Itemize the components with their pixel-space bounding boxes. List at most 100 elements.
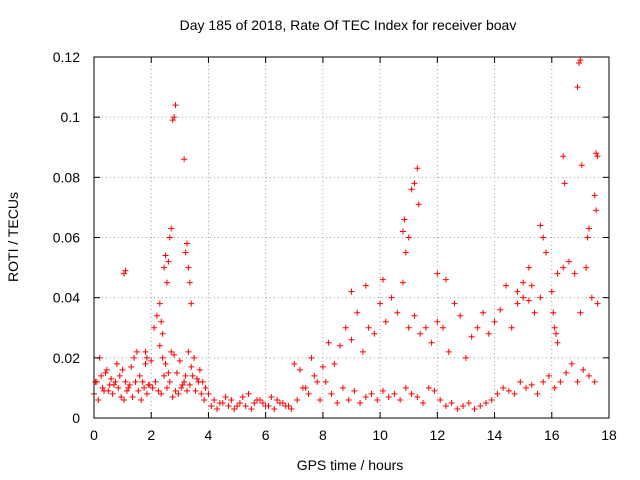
data-point xyxy=(531,309,538,316)
data-point xyxy=(575,60,582,67)
data-point xyxy=(445,348,452,355)
data-point xyxy=(291,360,298,367)
data-point xyxy=(189,372,196,379)
data-point xyxy=(317,396,324,403)
data-point xyxy=(503,282,509,289)
data-point xyxy=(231,405,238,412)
data-point xyxy=(163,384,170,391)
data-point xyxy=(584,234,591,241)
data-point xyxy=(471,405,478,412)
data-point xyxy=(568,360,575,367)
data-point xyxy=(123,387,130,394)
data-point xyxy=(179,381,186,388)
data-point xyxy=(402,249,409,256)
data-point xyxy=(565,258,572,265)
data-point xyxy=(159,354,166,361)
data-point xyxy=(119,366,126,373)
data-point xyxy=(146,381,153,388)
data-point xyxy=(322,378,329,385)
data-point xyxy=(158,318,165,325)
data-point xyxy=(497,306,504,313)
data-point xyxy=(121,270,128,277)
data-point xyxy=(442,402,449,409)
data-points xyxy=(91,57,601,412)
data-point xyxy=(95,396,102,403)
data-point xyxy=(391,390,398,397)
data-point xyxy=(431,387,438,394)
data-point xyxy=(525,297,532,304)
data-point xyxy=(405,234,412,241)
data-point xyxy=(325,339,332,346)
data-point xyxy=(525,264,532,271)
data-point xyxy=(133,348,140,355)
data-point xyxy=(186,279,193,286)
data-point xyxy=(365,324,372,331)
data-point xyxy=(465,399,472,406)
data-point xyxy=(537,222,544,229)
data-point xyxy=(171,114,178,121)
axis-ticks xyxy=(93,56,610,419)
data-point xyxy=(162,252,169,259)
data-point xyxy=(228,396,235,403)
data-point xyxy=(411,312,418,319)
data-point xyxy=(102,369,109,376)
data-point xyxy=(254,396,261,403)
data-point xyxy=(151,324,158,331)
data-point xyxy=(508,324,515,331)
data-point xyxy=(214,405,221,412)
data-point xyxy=(178,384,185,391)
data-point xyxy=(168,225,175,232)
data-point xyxy=(374,396,381,403)
data-point xyxy=(397,396,404,403)
data-point xyxy=(245,390,252,397)
x-tick-labels: 0 2 4 6 8 10 12 14 16 18 xyxy=(90,427,617,443)
data-point xyxy=(248,405,255,412)
data-point xyxy=(172,102,179,109)
data-point xyxy=(359,348,366,355)
data-point xyxy=(554,270,561,277)
data-point xyxy=(225,402,232,409)
data-point xyxy=(168,348,175,355)
data-point xyxy=(511,390,518,397)
data-point xyxy=(591,378,598,385)
data-point xyxy=(175,390,182,397)
data-point xyxy=(334,399,341,406)
data-point xyxy=(234,402,241,409)
data-point xyxy=(165,369,172,376)
data-point xyxy=(132,378,139,385)
data-point xyxy=(414,393,421,400)
data-point xyxy=(314,378,321,385)
data-point xyxy=(514,300,521,307)
data-point xyxy=(185,264,192,271)
x-tick-label: 16 xyxy=(544,427,560,443)
data-point xyxy=(368,390,375,397)
data-point xyxy=(98,372,105,379)
data-point xyxy=(561,180,568,187)
data-point xyxy=(574,84,581,91)
data-point xyxy=(194,375,200,382)
data-point xyxy=(474,324,481,331)
data-point xyxy=(196,366,203,373)
data-point xyxy=(528,381,535,388)
x-tick-label: 8 xyxy=(319,427,327,443)
data-point xyxy=(129,393,136,400)
data-point xyxy=(236,399,243,406)
data-point xyxy=(388,294,395,301)
data-point xyxy=(181,378,188,385)
data-point xyxy=(382,318,389,325)
data-point xyxy=(198,390,205,397)
data-point xyxy=(106,381,113,388)
data-point xyxy=(109,390,116,397)
data-point xyxy=(182,249,189,256)
data-point xyxy=(115,384,122,391)
data-point xyxy=(351,387,358,394)
data-point xyxy=(136,372,143,379)
data-point xyxy=(402,384,409,391)
data-point xyxy=(172,387,179,394)
data-point xyxy=(585,225,592,232)
data-point xyxy=(408,390,415,397)
data-point xyxy=(195,378,202,385)
data-point xyxy=(440,324,447,331)
data-point xyxy=(417,330,424,337)
data-point xyxy=(166,378,173,385)
